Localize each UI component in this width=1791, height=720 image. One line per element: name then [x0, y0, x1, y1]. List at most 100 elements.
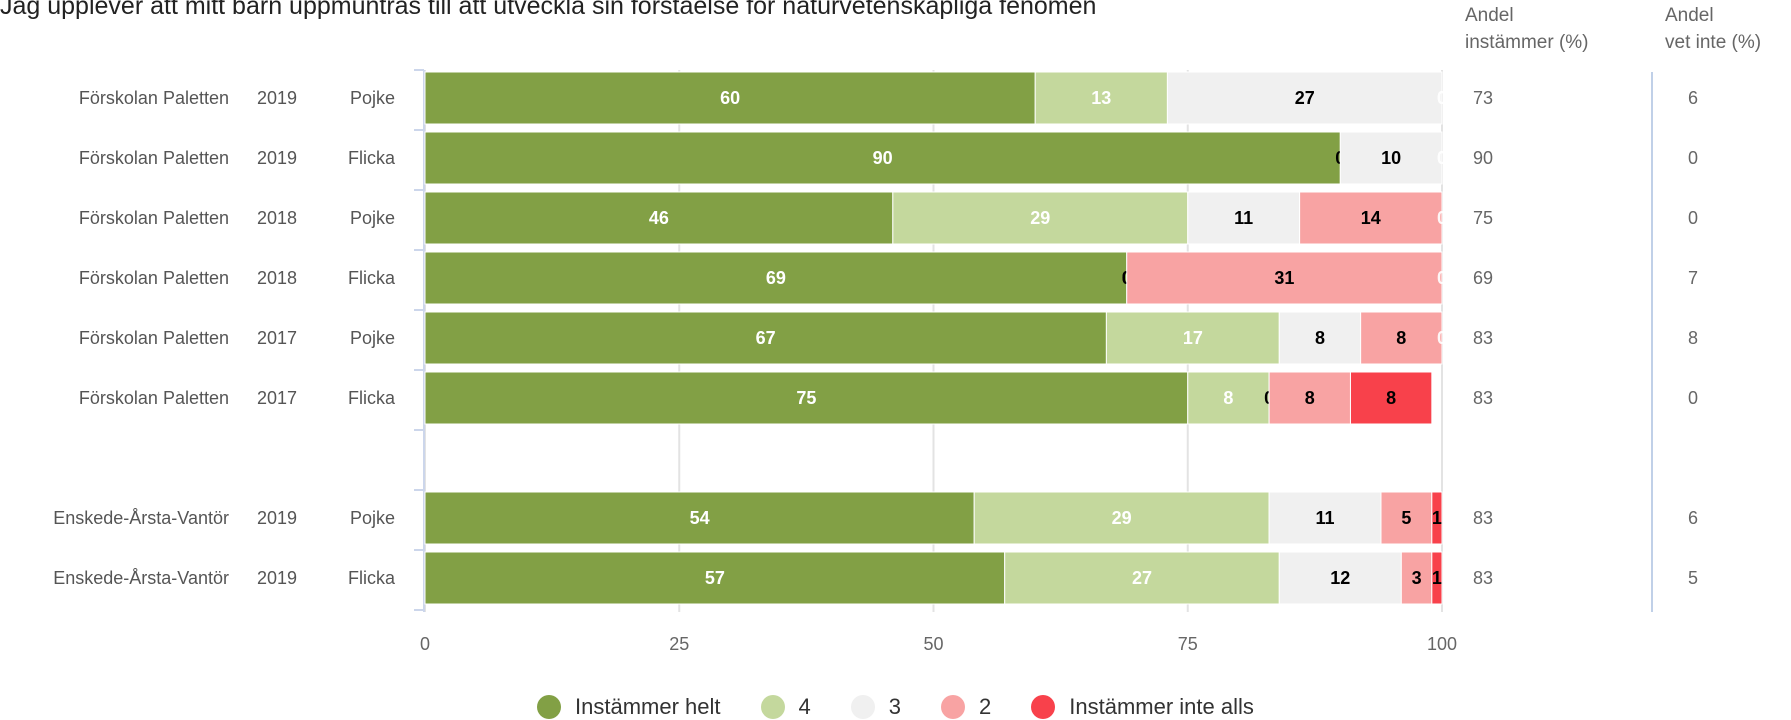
- chart-legend: Instämmer helt 4 3 2 Instämmer inte alls: [537, 694, 1294, 720]
- bar-segment: [1034, 71, 1168, 125]
- row-label-org: Förskolan Paletten: [79, 148, 229, 168]
- data-label: 31: [1274, 268, 1294, 288]
- bar-segment: [1268, 491, 1382, 545]
- column-header-agree-line1: Andel: [1465, 5, 1514, 26]
- legend-label: 4: [798, 694, 811, 719]
- x-tick-label: 0: [420, 634, 430, 654]
- row-label-gender: Pojke: [350, 88, 395, 108]
- dontknow-value: 6: [1688, 508, 1698, 528]
- data-label: 8: [1305, 388, 1315, 408]
- bar-segment: [1004, 551, 1280, 605]
- bar-segment: [1166, 71, 1443, 125]
- data-label: 60: [720, 88, 740, 108]
- bar-segment: [1278, 311, 1362, 365]
- data-label: 67: [756, 328, 776, 348]
- data-label: 13: [1091, 88, 1111, 108]
- x-tick-label: 75: [1178, 634, 1198, 654]
- bar-segment: [424, 371, 1189, 425]
- data-label: 0: [1437, 148, 1447, 168]
- bar-segment: [424, 551, 1006, 605]
- data-label: 17: [1183, 328, 1203, 348]
- bar-segment: [1380, 491, 1433, 545]
- row-label-org: Förskolan Paletten: [79, 268, 229, 288]
- row-label-gender: Pojke: [350, 208, 395, 228]
- dontknow-value: 6: [1688, 88, 1698, 108]
- legend-swatch-icon: [537, 695, 561, 719]
- data-label: 11: [1316, 508, 1335, 528]
- bar-segment: [424, 131, 1341, 185]
- bar-segment: [1431, 551, 1443, 605]
- column-header-dontknow-line1: Andel: [1665, 5, 1714, 26]
- legend-label: 2: [979, 694, 992, 719]
- legend-item[interactable]: Instämmer helt: [537, 694, 721, 720]
- row-label-year: 2019: [257, 88, 297, 108]
- data-label: 0: [1437, 88, 1447, 108]
- agree-value: 83: [1473, 508, 1493, 528]
- dontknow-value: 0: [1688, 208, 1698, 228]
- row-label-org: Förskolan Paletten: [79, 88, 229, 108]
- row-label-gender: Flicka: [348, 568, 396, 588]
- dontknow-value: 0: [1688, 148, 1698, 168]
- data-label: 27: [1295, 88, 1315, 108]
- legend-swatch-icon: [760, 695, 785, 719]
- data-label: 1: [1432, 508, 1442, 528]
- row-label-year: 2019: [257, 148, 297, 168]
- bar-segment: [1299, 191, 1443, 245]
- data-label: 14: [1361, 208, 1381, 228]
- row-label-year: 2017: [257, 388, 297, 408]
- data-label: 0: [1437, 88, 1447, 108]
- data-label: 3: [1412, 568, 1422, 588]
- bar-segment: [1431, 491, 1443, 545]
- legend-swatch-icon: [1031, 695, 1056, 719]
- bar-segment: [424, 491, 975, 545]
- column-header-dontknow-line2: vet inte (%): [1665, 32, 1762, 53]
- legend-item[interactable]: 2: [941, 694, 991, 720]
- dontknow-value: 8: [1688, 328, 1698, 348]
- bar-segment: [1105, 311, 1280, 365]
- bar-segment: [1187, 371, 1270, 425]
- bar-segment: [1400, 551, 1433, 605]
- dontknow-value: 7: [1688, 268, 1698, 288]
- data-label: 29: [1112, 508, 1132, 528]
- row-label-org: Förskolan Paletten: [79, 208, 229, 228]
- data-label: 11: [1234, 208, 1253, 228]
- data-label: 8: [1386, 388, 1396, 408]
- data-label: 0: [1437, 208, 1447, 228]
- data-label: 0: [1437, 148, 1447, 168]
- row-label-gender: Pojke: [350, 328, 395, 348]
- bar-segment: [892, 191, 1189, 245]
- legend-label: 3: [888, 694, 901, 719]
- legend-swatch-icon: [941, 695, 965, 719]
- bar-segment: [1126, 251, 1443, 305]
- bar-segment: [973, 491, 1270, 545]
- x-tick-label: 50: [923, 634, 943, 654]
- legend-label: Instämmer inte alls: [1069, 694, 1254, 719]
- row-label-org: Förskolan Paletten: [79, 388, 229, 408]
- dontknow-value: 5: [1688, 568, 1698, 588]
- data-label: 69: [766, 268, 786, 288]
- agree-value: 69: [1473, 268, 1493, 288]
- data-label: 8: [1223, 388, 1233, 408]
- legend-item[interactable]: Instämmer inte alls: [1031, 694, 1254, 720]
- agree-value: 83: [1473, 568, 1493, 588]
- bar-segment: [1339, 131, 1443, 185]
- row-label-org: Enskede-Årsta-Vantör: [53, 568, 229, 588]
- bar-segment: [1360, 311, 1443, 365]
- column-header-agree: Andel instämmer (%): [1465, 2, 1589, 56]
- data-label: 90: [873, 148, 893, 168]
- column-header-agree-line2: instämmer (%): [1465, 32, 1589, 53]
- legend-item[interactable]: 4: [760, 694, 811, 720]
- chart-title: Jag upplever att mitt barn uppmuntras ti…: [0, 0, 1097, 20]
- data-label: 46: [649, 208, 669, 228]
- legend-label: Instämmer helt: [575, 694, 721, 719]
- row-label-gender: Flicka: [348, 388, 396, 408]
- row-label-year: 2018: [257, 268, 297, 288]
- row-label-org: Förskolan Paletten: [79, 328, 229, 348]
- agree-value: 83: [1473, 388, 1493, 408]
- dontknow-value: 0: [1688, 388, 1698, 408]
- legend-item[interactable]: 3: [850, 694, 901, 720]
- data-label: 54: [690, 508, 710, 528]
- bar-segment: [424, 191, 894, 245]
- data-label: 8: [1315, 328, 1325, 348]
